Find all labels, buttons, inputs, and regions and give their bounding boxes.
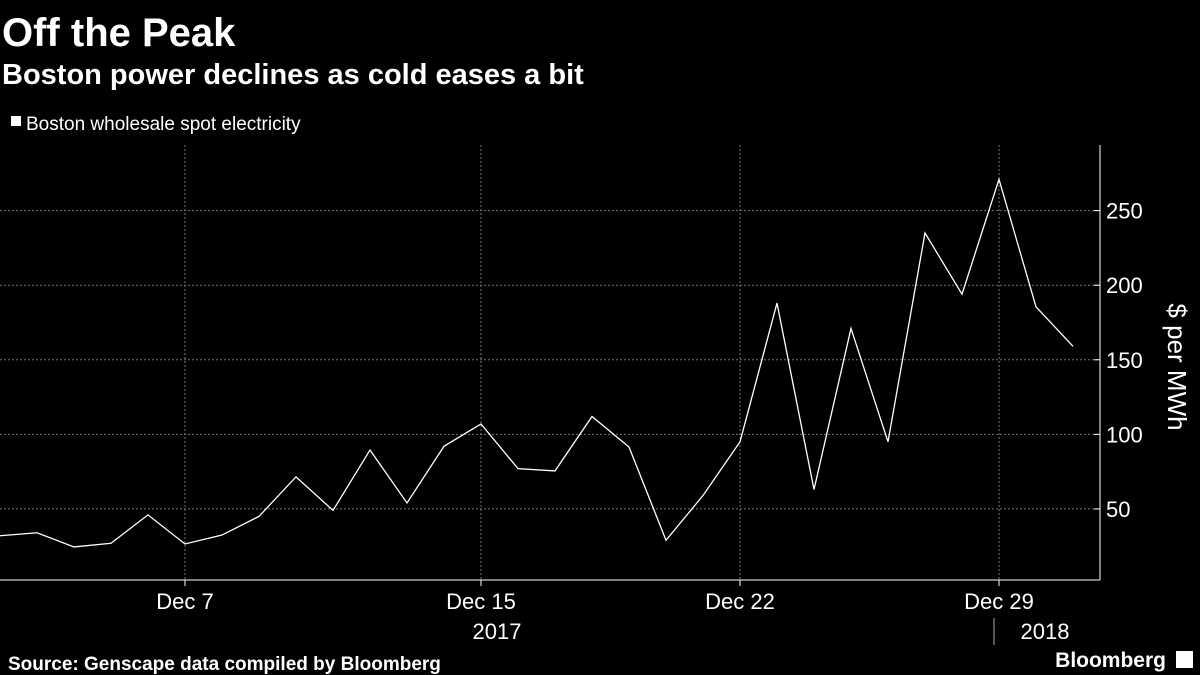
- x-tick-label: Dec 15: [446, 589, 516, 614]
- line-series: [0, 177, 1074, 548]
- y-tick-label: 100: [1106, 422, 1143, 447]
- y-tick-label: 50: [1106, 497, 1130, 522]
- y-tick-label: 250: [1106, 199, 1143, 224]
- y-tick-label: 200: [1106, 273, 1143, 298]
- brand-icon: [1176, 651, 1193, 668]
- y-tick-label: 150: [1106, 348, 1143, 373]
- legend-label: Boston wholesale spot electricity: [26, 114, 301, 135]
- year-label: 2017: [473, 619, 522, 644]
- x-tick-label: Dec 7: [156, 589, 213, 614]
- y-axis-title: $ per MWh: [1162, 303, 1192, 430]
- x-tick-label: Dec 29: [964, 589, 1034, 614]
- x-tick-label: Dec 22: [705, 589, 775, 614]
- legend-swatch: [11, 116, 21, 126]
- year-label: 2018: [1021, 619, 1070, 644]
- brand: Bloomberg: [1055, 649, 1166, 672]
- chart-subtitle: Boston power declines as cold eases a bi…: [2, 59, 584, 91]
- chart-title: Off the Peak: [2, 11, 236, 55]
- source: Source: Genscape data compiled by Bloomb…: [8, 654, 441, 675]
